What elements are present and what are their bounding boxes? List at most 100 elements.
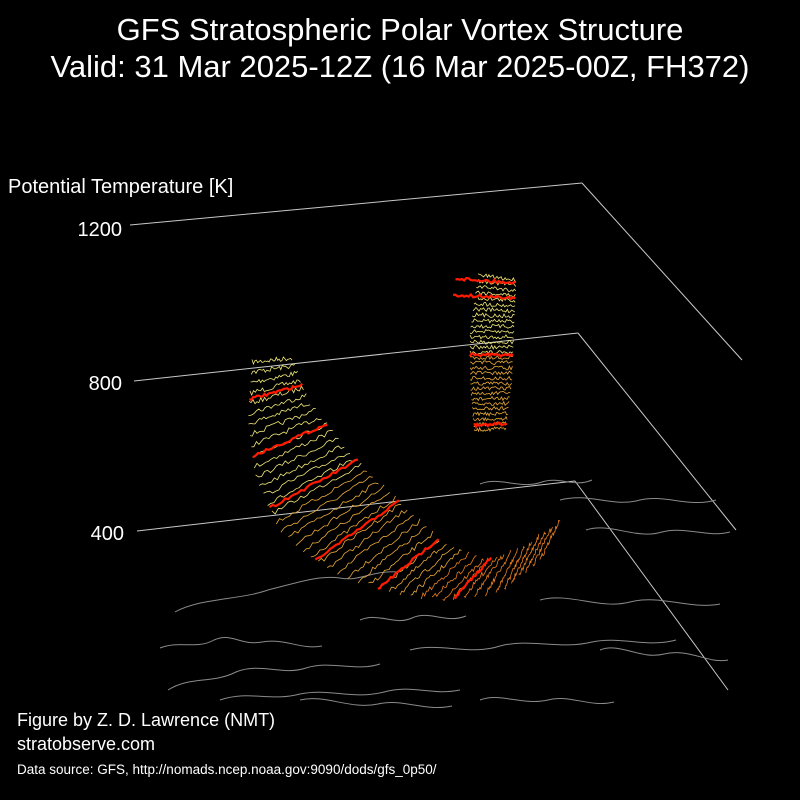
vortex-contour-line <box>280 476 373 533</box>
vortex-upper-column <box>452 273 517 433</box>
vortex-contour-line <box>326 509 408 569</box>
column-contour-line <box>472 415 508 422</box>
vortex-contour-line <box>310 495 396 558</box>
vortex-contour-line <box>388 543 447 592</box>
vortex-contour-line <box>251 356 293 366</box>
column-highlight-contour <box>469 352 514 359</box>
vortex-contour-line <box>399 547 455 596</box>
vortex-contour-line <box>532 527 554 567</box>
column-contour-line <box>469 334 514 340</box>
column-contour-line <box>472 411 508 417</box>
grid-depth-800 <box>577 332 737 531</box>
vortex-contour-line <box>253 430 333 469</box>
column-contour-line <box>469 355 513 361</box>
vortex-contour-line <box>263 453 351 494</box>
vortex-contour-line <box>463 556 498 599</box>
vortex-contour-line <box>255 437 339 478</box>
column-contour-line <box>471 395 510 402</box>
column-contour-line <box>471 400 510 407</box>
column-contour-line <box>470 390 511 396</box>
column-highlight-contour <box>452 292 516 301</box>
grid-line-800 <box>133 332 579 382</box>
vortex-contour-line <box>511 542 532 584</box>
column-contour-line <box>473 426 507 433</box>
chart-subtitle: Valid: 31 Mar 2025-12Z (16 Mar 2025-00Z,… <box>50 49 750 84</box>
grid-depth-400 <box>574 480 729 691</box>
column-contour-line <box>473 301 516 308</box>
column-contour-line <box>469 339 514 345</box>
vortex-contour-line <box>484 549 512 597</box>
column-contour-line <box>471 405 509 411</box>
vortex-contour-line <box>271 462 362 515</box>
vortex-contour-line <box>251 418 322 448</box>
column-highlight-contour <box>455 276 517 286</box>
author-credit: Figure by Z. D. Lawrence (NMT) <box>17 710 276 730</box>
column-contour-line <box>469 370 513 376</box>
vortex-contour-line <box>249 408 316 437</box>
data-source-credit: Data source: GFS, http://nomads.ncep.noa… <box>17 762 437 777</box>
vortex-contour-line <box>504 545 525 590</box>
vortex-highlight-contour <box>377 538 440 590</box>
vortex-contour-line <box>442 558 484 602</box>
column-contour-line <box>470 381 512 386</box>
vortex-highlight-contour <box>453 556 493 600</box>
column-contour-line <box>470 323 515 329</box>
column-contour-line <box>472 306 516 314</box>
vortex-contour-line <box>539 519 561 560</box>
column-contour-line <box>469 329 515 335</box>
grid-depth-1200 <box>581 182 743 361</box>
column-contour-line <box>476 285 516 292</box>
vortex-contour-line <box>347 518 421 579</box>
chart-title: GFS Stratospheric Polar Vortex Structure <box>116 12 684 47</box>
grid-line-400 <box>136 480 576 532</box>
column-highlight-contour <box>473 421 508 430</box>
column-contour-line <box>477 273 517 283</box>
vortex-contour-line <box>474 554 505 598</box>
column-contour-line <box>471 318 515 324</box>
vortex-contour-line <box>303 491 391 553</box>
z-tick-label: 1200 <box>78 219 123 241</box>
vortex-contour-line <box>410 549 462 596</box>
vortex-contour-line <box>249 379 301 397</box>
vortex-highlight-contour <box>314 499 400 561</box>
column-contour-line <box>475 290 516 297</box>
column-contour-line <box>469 360 513 366</box>
z-tick-label: 400 <box>91 523 124 545</box>
vortex-contour-line <box>337 514 414 575</box>
vortex-contour-line <box>318 503 402 562</box>
vortex-contour-line <box>295 484 385 546</box>
column-contour-line <box>469 375 513 381</box>
column-contour-line <box>474 296 516 303</box>
grid-line-1200 <box>129 182 583 226</box>
vortex-contour-line <box>368 530 434 584</box>
vortex-contour-line <box>431 554 477 598</box>
vortex-contour-line <box>250 370 298 384</box>
vortex-contour-line <box>518 533 540 576</box>
column-contour-line <box>469 344 514 350</box>
vortex-highlight-contour <box>268 458 359 509</box>
vortex-contour-line <box>248 402 311 425</box>
vortex-contour-line <box>525 531 547 573</box>
vortex-contour-line <box>259 445 345 486</box>
axis-grid <box>129 182 743 691</box>
vortex-contour-line <box>495 548 518 593</box>
vortex-contour-line <box>357 526 427 584</box>
website-credit: stratobserve.com <box>17 734 156 754</box>
vortex-contour-line <box>275 470 368 525</box>
vortex-contour-line <box>248 385 304 405</box>
vortex-contour-line <box>267 458 356 506</box>
column-contour-line <box>471 312 515 319</box>
vortex-highlight-contour <box>249 382 304 402</box>
vortex-contour-line <box>248 393 307 416</box>
z-tick-label: 800 <box>89 373 122 395</box>
vortex-main-lobe <box>248 356 561 602</box>
vortex-contour-line <box>250 363 295 375</box>
column-contour-line <box>469 364 513 371</box>
z-axis-label: Potential Temperature [K] <box>8 176 233 198</box>
vortex-contour-line <box>288 482 379 538</box>
vortex-contour-line <box>420 551 470 600</box>
vortex-highlight-contour <box>252 423 328 459</box>
coastline-map <box>159 479 731 708</box>
column-contour-line <box>470 385 512 391</box>
